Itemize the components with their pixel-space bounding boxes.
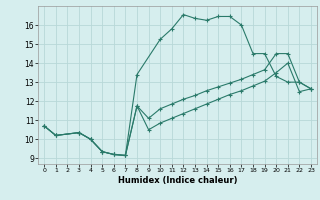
X-axis label: Humidex (Indice chaleur): Humidex (Indice chaleur) xyxy=(118,176,237,185)
